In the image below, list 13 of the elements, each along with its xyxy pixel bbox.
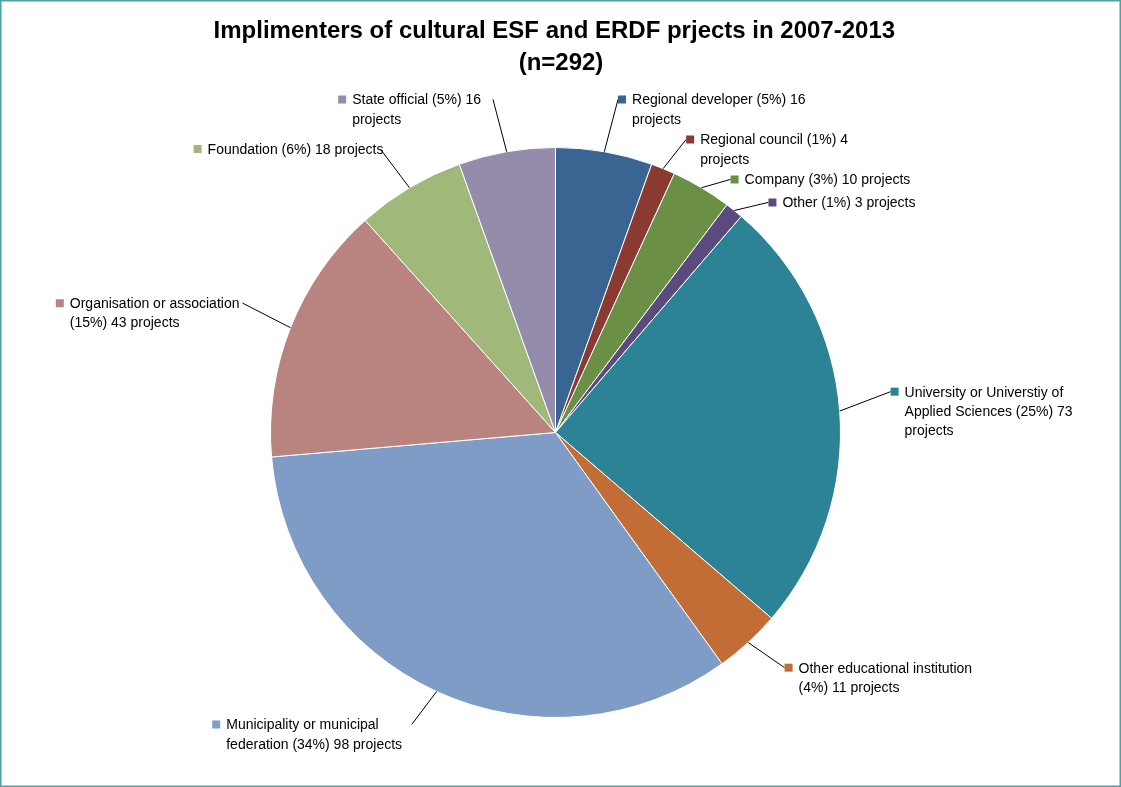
legend-label: State official (5%) 16 projects	[352, 91, 482, 127]
legend-label: University or Universtiy of Applied Sciences (25%) 73 projects	[904, 383, 1073, 439]
legend-label: Other educational institution	[798, 659, 973, 676]
legend-label: Company (3%) 10 projects	[744, 171, 911, 188]
legend-label: Other (1%) 3 projects	[782, 194, 916, 211]
legend-label: Foundation (6%) 18 projects	[207, 141, 384, 158]
legend-label: Regional council (1%) 4 projects	[700, 131, 849, 167]
legend-label: Organisation or association	[69, 295, 240, 312]
legend-label: Municipality or municipal federation (34%) 98 projects	[226, 716, 403, 752]
data-label: (4%) 11 projects	[798, 678, 900, 695]
chart-title: Implimenters of cultural ESF and ERDF prjects in 2007-2013 (n=292)	[213, 15, 896, 75]
data-label: (15%) 43 projects	[69, 314, 180, 331]
legend-label: Regional developer (5%) 16 projects	[632, 91, 806, 127]
